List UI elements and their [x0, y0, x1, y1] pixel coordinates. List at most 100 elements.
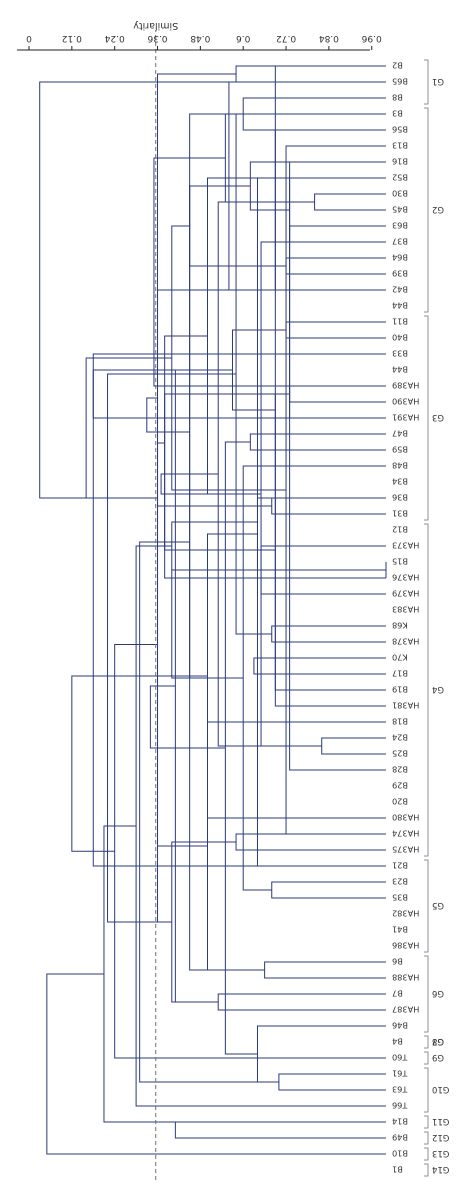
leaf-label: B31	[392, 509, 408, 519]
leaf-label: HA381	[392, 701, 419, 711]
merge-link	[164, 335, 276, 551]
leaf-label: B23	[392, 877, 408, 887]
leaf-label: K68	[392, 621, 408, 631]
merge-link	[207, 721, 386, 971]
merge-link	[235, 65, 386, 83]
merge-link	[160, 473, 262, 495]
group-bracket	[424, 59, 429, 105]
leaf-label: HA386	[392, 941, 419, 951]
leaf-label: B35	[392, 893, 408, 903]
axis-tick-label: 0.36	[147, 33, 167, 43]
group-label: G13	[432, 1148, 449, 1158]
leaf-label: B41	[392, 925, 408, 935]
merge-link	[46, 973, 386, 1155]
leaf-label: HA380	[392, 813, 419, 823]
leaf-label: B20	[392, 797, 408, 807]
merge-link	[249, 433, 386, 451]
leaf-label: B1	[392, 1165, 403, 1175]
leaf-label: HA375	[392, 845, 419, 855]
group-label: G5	[432, 900, 444, 910]
leaf-label: T60	[392, 1053, 408, 1063]
merge-link	[146, 397, 190, 433]
axis-tick-label: 0.96	[361, 33, 381, 43]
leaf-label: B12	[392, 525, 408, 535]
leaf-label: B21	[392, 861, 408, 871]
merge-link	[256, 177, 386, 867]
merge-link	[157, 73, 237, 923]
group-bracket	[424, 315, 429, 521]
leaf-label: B16	[392, 157, 408, 167]
leaf-label: B10	[392, 1149, 408, 1159]
leaf-label: B3	[392, 109, 403, 119]
leaf-label: B18	[392, 717, 408, 727]
merge-link	[171, 569, 262, 679]
group-bracket	[424, 955, 429, 1033]
leaf-label: B37	[392, 237, 408, 247]
merge-link	[242, 465, 386, 891]
merge-link	[271, 497, 386, 515]
merge-link	[235, 833, 386, 851]
leaf-label: B15	[392, 557, 408, 567]
leaf-label: T63	[392, 1085, 408, 1095]
leaf-label: B49	[392, 1133, 408, 1143]
leaf-label: B42	[392, 285, 408, 295]
group-label: G11	[432, 1116, 449, 1126]
leaf-label: B36	[392, 493, 408, 503]
merge-link	[285, 257, 386, 275]
merge-link	[207, 533, 386, 819]
leaf-label: B40	[392, 333, 408, 343]
x-axis-title: Similarity	[133, 20, 178, 31]
merge-link	[249, 161, 386, 211]
group-label: G9	[432, 1052, 444, 1062]
merge-link	[285, 145, 386, 835]
merge-link	[39, 81, 386, 499]
group-label: G10	[432, 1084, 449, 1094]
leaf-label: B30	[392, 189, 408, 199]
merge-link	[85, 357, 172, 499]
leaf-label: B11	[392, 317, 408, 327]
merge-link	[103, 825, 386, 1123]
leaf-label: B44	[392, 301, 408, 311]
axis-tick-label: 0.6	[236, 33, 251, 43]
merge-link	[285, 321, 386, 339]
leaf-label: HA390	[392, 397, 419, 407]
group-bracket	[424, 1147, 429, 1161]
leaf-label: HA388	[392, 973, 419, 983]
leaf-label: T61	[392, 1069, 408, 1079]
merge-link	[228, 81, 386, 291]
x-axis: 0 0.12 0.24 0.36 0.48 0.6 0.72 0.84 0.96	[17, 33, 382, 51]
merge-link	[217, 201, 322, 747]
leaf-label: B7	[392, 989, 403, 999]
leaf-label: B39	[392, 269, 408, 279]
merge-link	[92, 353, 386, 867]
leaf-label: B19	[392, 685, 408, 695]
merge-link	[321, 737, 386, 755]
leaf-label: B59	[392, 445, 408, 455]
merge-link	[256, 497, 386, 571]
leaf-label: B29	[392, 781, 408, 791]
merge-link	[289, 385, 386, 403]
leaf-label: T66	[392, 1101, 408, 1111]
merge-link	[189, 185, 251, 679]
leaf-label: B14	[392, 1117, 408, 1127]
dendrogram-links	[39, 65, 387, 1155]
merge-link	[164, 393, 386, 579]
leaf-label: B45	[392, 205, 408, 215]
leaf-label: HA378	[392, 637, 419, 647]
leaf-label: B64	[392, 253, 408, 263]
group-bracket	[424, 1131, 429, 1145]
merge-link	[231, 329, 287, 411]
leaf-label: B13	[392, 141, 408, 151]
merge-link	[264, 961, 386, 979]
merge-link	[271, 625, 386, 643]
leaf-label: B65	[392, 77, 408, 87]
group-bracket	[424, 1035, 429, 1049]
leaf-label: B52	[392, 173, 408, 183]
merge-link	[253, 657, 386, 675]
group-label: G7	[432, 1036, 444, 1046]
merge-link	[271, 881, 386, 899]
merge-link	[139, 541, 279, 1083]
merge-link	[92, 369, 386, 419]
leaf-label: B4	[392, 1037, 403, 1047]
